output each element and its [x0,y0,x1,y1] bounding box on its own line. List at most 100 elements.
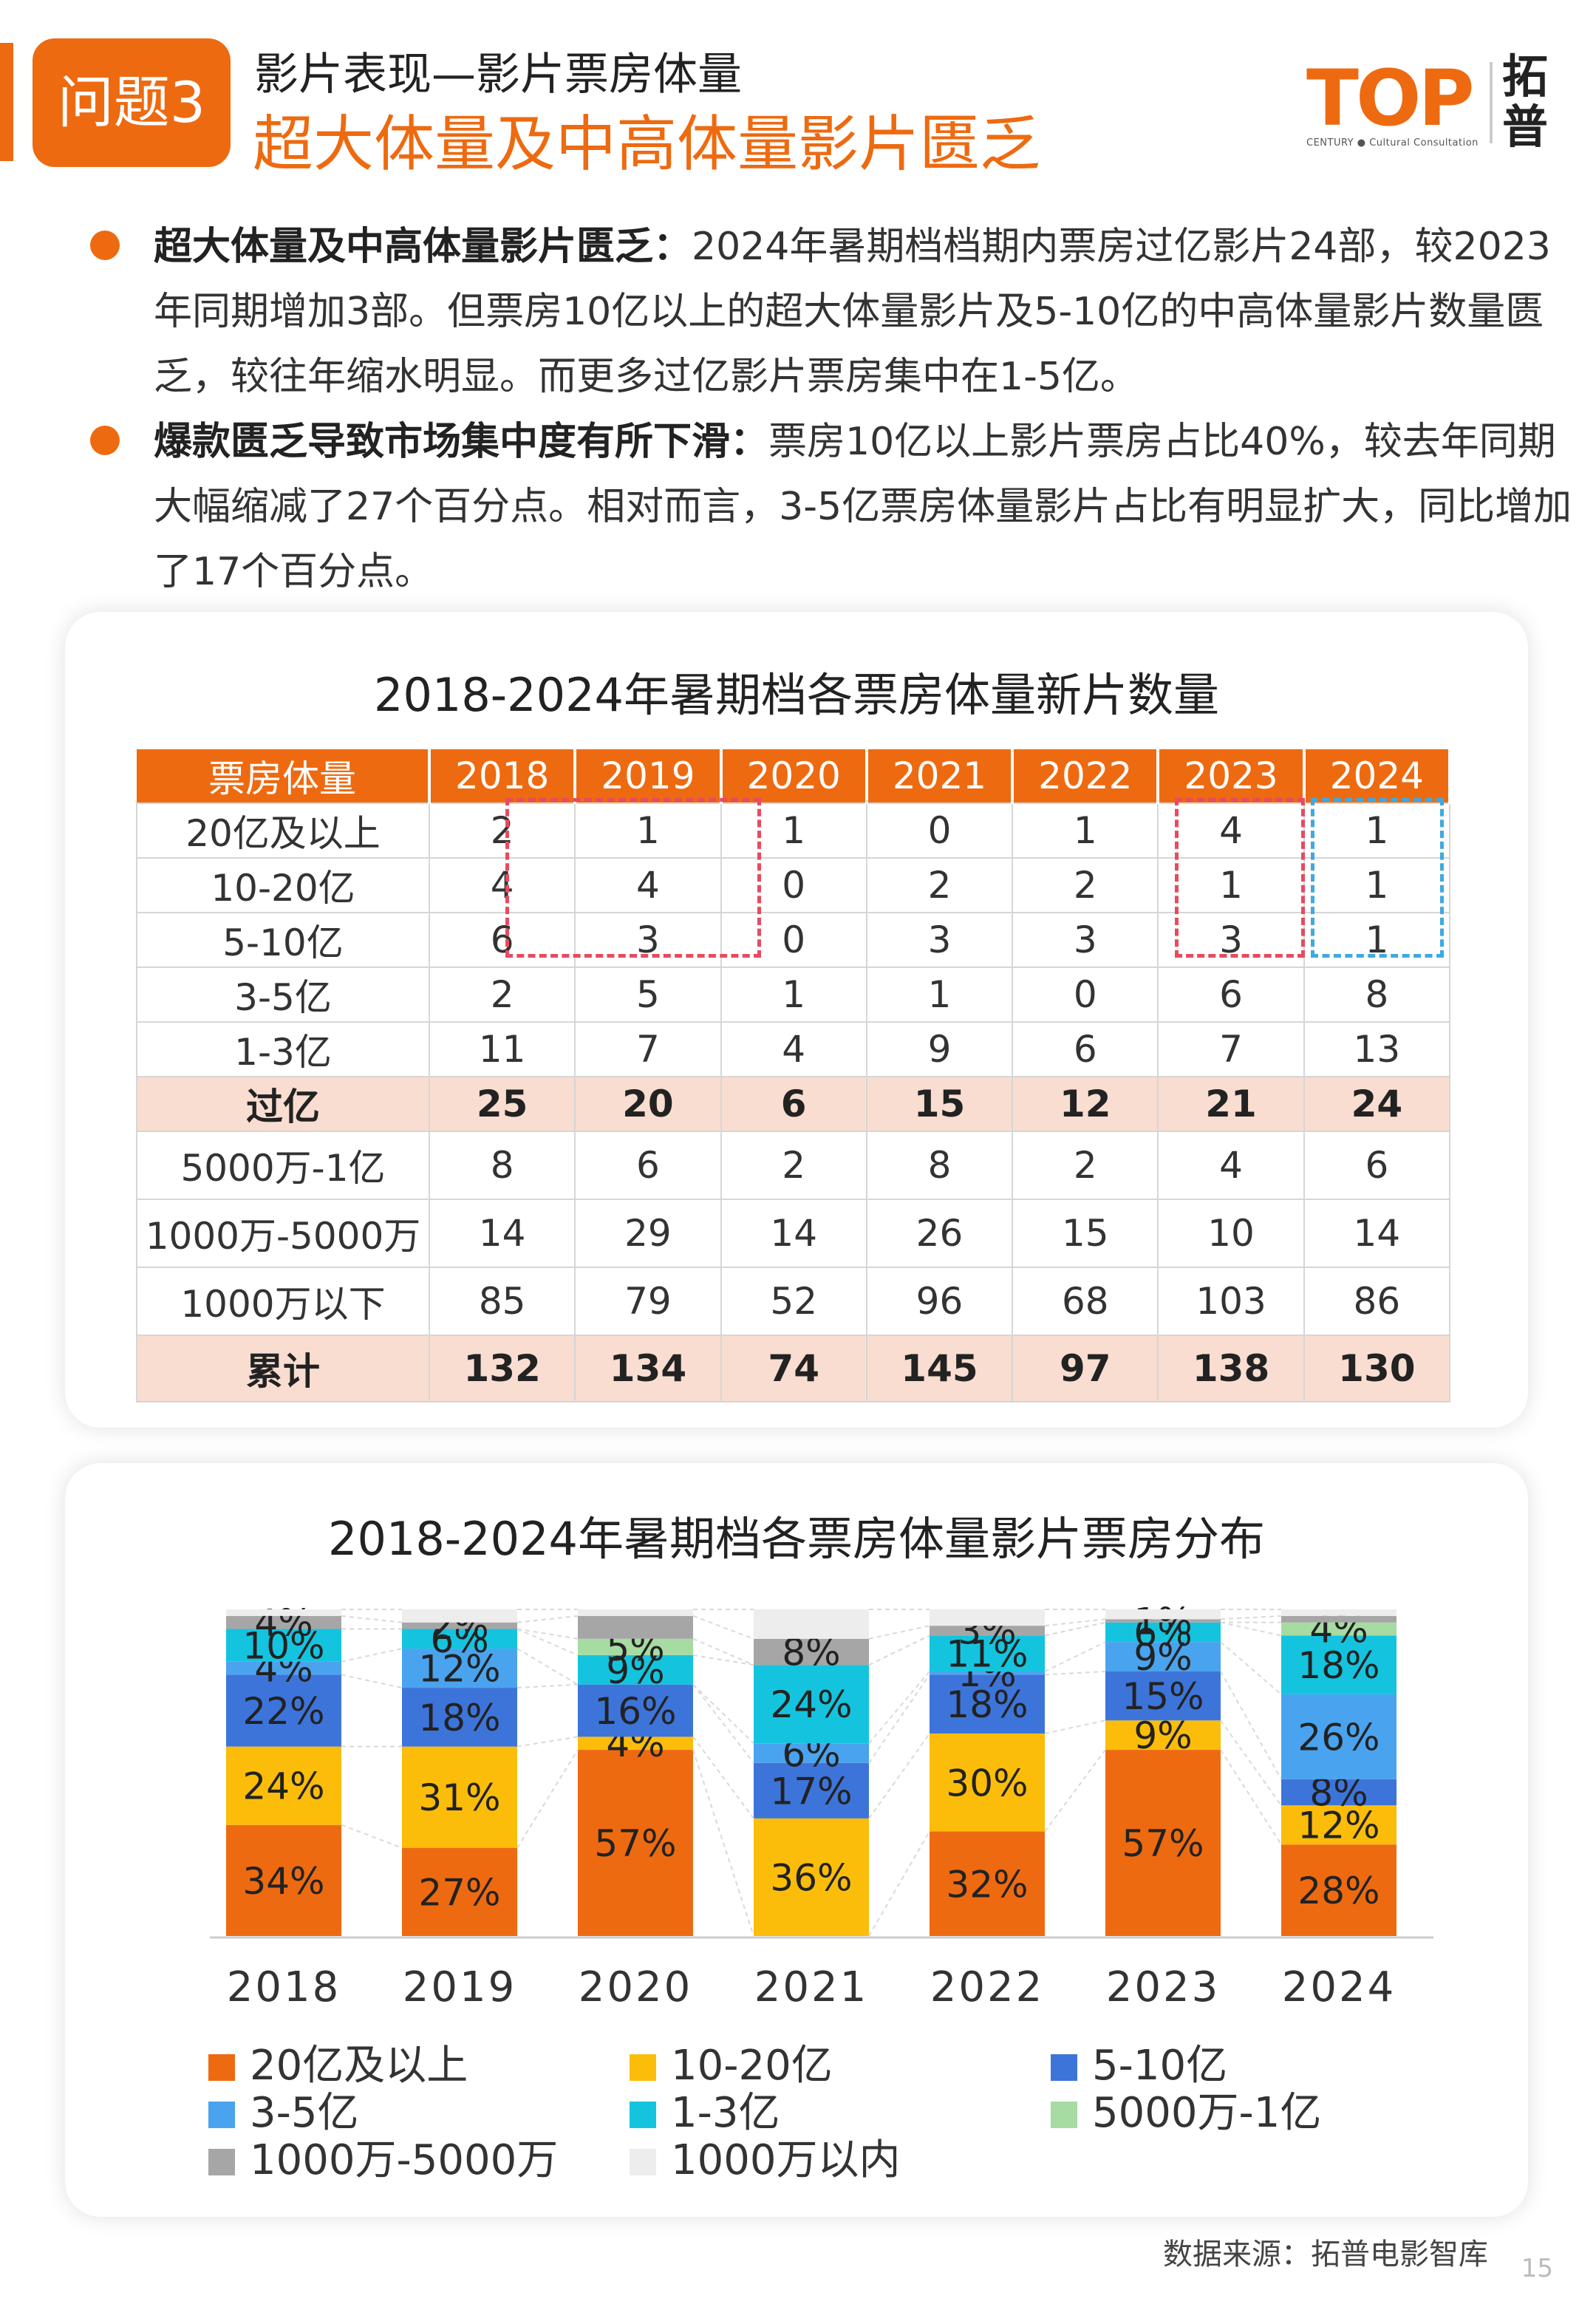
legend-label: 5000万-1亿 [1092,2089,1322,2137]
series-connector-line [868,1674,930,1764]
row-label-cell: 1000万以下 [136,1267,430,1336]
bar-segment [402,1847,517,1936]
value-cell: 7 [574,1021,722,1077]
data-label: 32% [946,1863,1028,1906]
series-connector-line [516,1736,579,1748]
table-row: 1-3亿 11 7 4 9 6 7 13 [136,1021,1451,1077]
value-cell: 1 [720,802,867,859]
series-connector-line [692,1736,754,1819]
value-cell: 14 [428,1199,576,1268]
data-label: 31% [418,1776,500,1819]
table-header-row: 票房体量 2018 2019 2020 2021 2022 2023 2024 [137,749,1452,803]
value-cell: 15 [865,1076,1014,1132]
legend-label: 1-3亿 [671,2089,780,2137]
value-cell: 8 [428,1131,576,1200]
value-cell: 4 [428,857,576,913]
bar-segment [578,1736,693,1751]
table-row: 累计 132 134 74 145 97 138 130 [136,1335,1451,1402]
bar-segment [754,1609,869,1639]
legend-item: 5000万-1亿 [1051,2079,1321,2139]
value-cell: 1 [865,967,1014,1023]
value-cell: 3 [1012,912,1159,968]
logo-char-2: 普 [1501,100,1548,154]
table-row: 10-20亿 4 4 0 2 2 1 1 [136,857,1451,913]
series-connector-line [1220,1615,1282,1620]
legend-item: 1000万以内 [630,2127,901,2187]
series-connector-line [1044,1720,1106,1734]
value-cell: 52 [720,1267,867,1336]
row-label-cell: 累计 [136,1335,430,1402]
value-cell: 12 [1012,1076,1159,1132]
value-cell: 2 [1012,857,1159,913]
value-cell: 11 [428,1021,576,1077]
series-connector-line [1044,1641,1106,1672]
x-tick-label: 2024 [1282,1963,1396,2011]
bar-segment [402,1649,517,1688]
logo-wordmark: TOP [1306,53,1475,143]
series-connector-line [868,1635,930,1666]
bar-segment [1105,1671,1221,1721]
bar-segment [754,1665,869,1744]
value-cell: 7 [1157,1021,1305,1077]
series-connector-line [516,1683,579,1689]
value-cell: 3 [865,912,1014,968]
value-cell: 3 [1157,912,1305,968]
value-cell: 1 [1303,912,1451,968]
data-label: 26% [1297,1716,1380,1759]
table-row: 过亿 25 20 6 15 12 21 24 [136,1076,1451,1132]
series-connector-line [692,1654,754,1666]
series-connector-line [341,1648,403,1663]
series-connector-line [341,1615,403,1623]
bar-segment [226,1609,341,1616]
bar-segment [1105,1642,1221,1671]
bar-segment [930,1674,1045,1734]
series-connector-line [516,1628,579,1656]
value-cell: 0 [720,857,867,913]
data-label: 57% [594,1822,676,1865]
series-connector-line [1220,1749,1282,1845]
bar-segment [1281,1694,1396,1779]
row-label-cell: 1-3亿 [136,1021,430,1077]
value-cell: 0 [720,912,867,968]
value-cell: 145 [865,1335,1014,1402]
series-connector-line [868,1625,930,1640]
series-connector-line [868,1671,930,1744]
value-cell: 1 [1303,857,1451,913]
legend-item: 1000万-5000万 [208,2127,558,2187]
bar-segment [1281,1779,1396,1806]
data-label: 10% [242,1625,324,1668]
data-label: 17% [770,1770,852,1813]
value-cell: 2 [865,857,1014,913]
value-cell: 1 [1303,802,1451,859]
value-cell: 15 [1012,1199,1159,1268]
value-cell: 1 [1012,802,1159,859]
legend-item: 3-5亿 [208,2079,358,2139]
data-label: 18% [946,1683,1028,1726]
legend-item: 10-20亿 [630,2032,833,2092]
bar-segment [1281,1615,1396,1623]
table-header-cell: 2023 [1158,749,1306,803]
x-tick-label: 2021 [754,1963,869,2011]
data-label: 36% [770,1856,852,1899]
bullet-1-heading: 超大体量及中高体量影片匮乏： [154,225,692,269]
series-connector-line [868,1733,930,1819]
bar-segment [1105,1609,1221,1620]
question-badge: 问题3 [33,38,231,167]
value-cell: 6 [1303,1131,1451,1200]
series-connector-line [692,1637,754,1666]
bar-segment [402,1609,517,1623]
value-cell: 6 [1012,1021,1159,1077]
x-tick-label: 2018 [227,1963,341,2011]
value-cell: 1 [720,967,867,1023]
legend-swatch [1051,2054,1077,2081]
data-label: 18% [418,1697,500,1739]
bar-segment [402,1688,517,1747]
data-label: 34% [242,1860,324,1903]
value-cell: 132 [428,1335,576,1402]
table-header-cell: 2018 [429,749,577,803]
series-connector-line [516,1628,579,1640]
bar-segment [930,1626,1045,1636]
legend-swatch [208,2102,235,2128]
series-connector-line [341,1674,403,1689]
